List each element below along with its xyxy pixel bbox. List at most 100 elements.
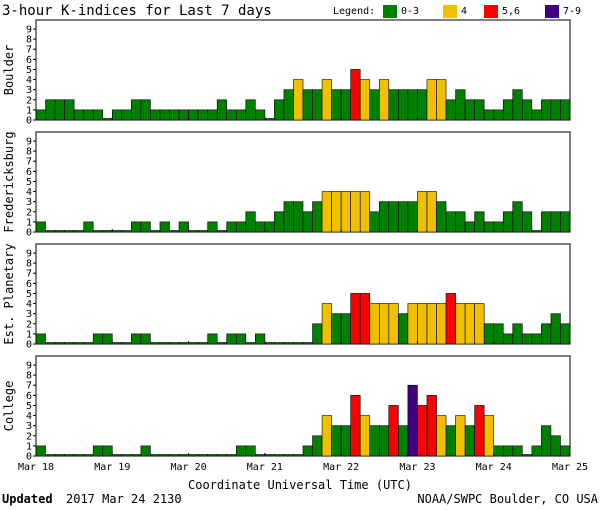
k-bar [312,89,323,121]
k-bar [417,89,428,121]
k-bar [140,221,151,233]
k-bar [483,109,495,121]
k-bar [550,211,561,233]
y-tick-label: 5 [26,65,32,76]
k-bar [293,342,304,345]
k-bar [35,445,46,457]
k-bar [359,79,371,121]
k-bar [226,109,237,121]
k-bar [417,405,428,457]
k-bar [522,211,533,233]
k-bar [188,109,199,121]
k-bar [417,191,428,233]
k-bar [340,89,351,121]
y-tick-label: 3 [26,85,32,96]
k-bar [550,99,561,121]
k-bar [197,109,208,121]
k-bar [331,191,342,233]
k-bar [150,109,161,121]
k-bar [64,230,75,233]
k-bar [188,230,199,233]
k-bar [188,342,199,345]
x-tick-label: Mar 24 [476,462,512,473]
k-bar [111,342,123,345]
k-bar [92,230,104,233]
k-bar [283,342,294,345]
updated-label: Updated [2,492,53,506]
k-bar [436,303,447,345]
k-bar [378,303,390,345]
k-bar [159,342,170,345]
k-bar [464,303,475,345]
k-bar [45,342,56,345]
k-bar [493,221,504,233]
k-bar [302,342,313,345]
x-tick-label: Mar 20 [171,462,207,473]
k-bar [531,109,542,121]
k-bar [474,99,485,121]
k-bar [274,342,285,345]
y-tick-label: 3 [26,421,32,432]
k-bar [388,201,399,233]
k-bar [54,342,65,345]
y-tick-label: 6 [26,391,32,402]
k-bar [102,445,113,457]
k-bar [121,230,132,233]
k-bar [255,454,266,457]
k-bar [235,221,247,233]
k-bar [359,293,371,345]
y-tick-label: 2 [26,319,32,330]
k-bar [83,109,94,121]
k-bar [131,99,142,121]
k-bar [340,191,351,233]
y-tick-label: 6 [26,167,32,178]
k-bar [216,230,228,233]
y-tick-label: 7 [26,381,32,392]
k-bar [502,99,514,121]
k-bar [388,303,399,345]
k-bar [264,221,275,233]
k-bar [483,221,495,233]
k-bar [159,454,170,457]
k-bar [541,425,552,457]
k-bar [216,454,228,457]
k-bar [235,445,247,457]
y-tick-label: 7 [26,45,32,56]
k-bar [178,221,189,233]
k-bar [121,109,132,121]
k-bar [531,333,542,345]
k-bar [350,191,361,233]
k-bar [522,333,533,345]
y-tick-label: 8 [26,259,32,270]
k-bar [73,109,84,121]
y-tick-label: 1 [26,329,32,340]
k-bar [464,221,475,233]
k-bar [216,99,228,121]
k-bar [455,89,466,121]
k-bar [340,313,351,345]
k-bar [169,342,180,345]
k-bar [398,313,409,345]
k-bar [502,333,514,345]
k-bar [150,230,161,233]
y-tick-label: 2 [26,207,32,218]
k-bar [293,454,304,457]
k-bar [140,333,151,345]
k-bar [111,454,123,457]
k-bar [474,405,485,457]
y-tick-label: 1 [26,441,32,452]
k-bar [302,445,313,457]
chart-title: 3-hour K-indices for Last 7 days [2,3,272,19]
k-bar [159,109,170,121]
k-bar [560,323,571,345]
legend-swatch-4 [443,5,457,18]
k-bar [54,230,65,233]
k-bar [312,435,323,457]
k-bar [493,445,504,457]
k-bar [436,415,447,457]
k-bar [226,333,237,345]
k-bar [188,454,199,457]
